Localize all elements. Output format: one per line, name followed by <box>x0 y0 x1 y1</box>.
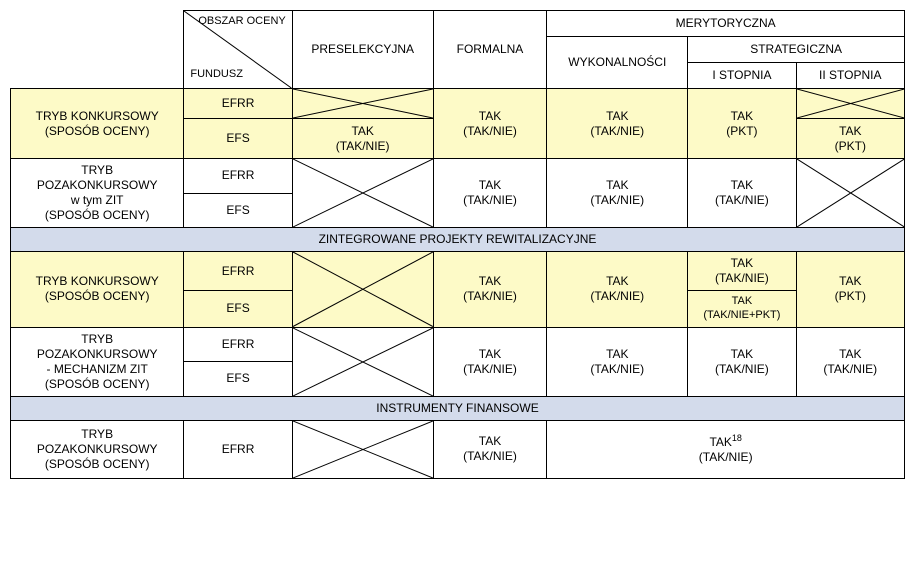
cell-cross <box>292 89 433 119</box>
fund-efrr: EFRR <box>184 252 292 291</box>
rowlabel-pozakonkursowy-mech: TRYBPOZAKONKURSOWY- MECHANIZM ZIT(SPOSÓB… <box>11 327 184 396</box>
col-formalna: FORMALNA <box>433 11 547 89</box>
fund-efs: EFS <box>184 119 292 159</box>
fund-efs: EFS <box>184 193 292 228</box>
cell: TAK(TAK/NIE) <box>292 119 433 159</box>
fund-efrr: EFRR <box>184 89 292 119</box>
cell: TAK(TAK/NIE) <box>433 420 547 478</box>
cell-cross <box>796 89 904 119</box>
cell: TAK(TAK/NIE) <box>433 327 547 396</box>
cell: TAK(TAK/NIE) <box>547 327 688 396</box>
col-wykonalnosci: WYKONALNOŚCI <box>547 37 688 89</box>
section-zpr: ZINTEGROWANE PROJEKTY REWITALIZACYJNE <box>11 228 905 252</box>
cell: TAK(TAK/NIE) <box>433 252 547 328</box>
col-i-stopnia: I STOPNIA <box>688 63 796 89</box>
rowlabel-konkursowy-2: TRYB KONKURSOWY(SPOSÓB OCENY) <box>11 252 184 328</box>
fund-efrr: EFRR <box>184 327 292 362</box>
cell: TAK(TAK/NIE) <box>433 159 547 228</box>
section-if: INSTRUMENTY FINANSOWE <box>11 396 905 420</box>
cell: TAK(TAK/NIE) <box>547 89 688 159</box>
cell: TAK(TAK/NIE) <box>433 89 547 159</box>
fund-efs: EFS <box>184 362 292 397</box>
cell: TAK(TAK/NIE) <box>547 159 688 228</box>
cell: TAK(TAK/NIE) <box>688 159 796 228</box>
cell: TAK(PKT) <box>796 119 904 159</box>
rowlabel-pozakonkursowy: TRYBPOZAKONKURSOWY(SPOSÓB OCENY) <box>11 420 184 478</box>
fund-efrr: EFRR <box>184 420 292 478</box>
fund-efs: EFS <box>184 291 292 328</box>
header-corner-top: OBSZAR OCENY <box>198 15 285 29</box>
fund-efrr: EFRR <box>184 159 292 194</box>
cell: TAK(PKT) <box>796 252 904 328</box>
cell: TAK(TAK/NIE+PKT) <box>688 291 796 328</box>
cell: TAK(TAK/NIE) <box>796 327 904 396</box>
header-corner: OBSZAR OCENY FUNDUSZ <box>184 11 292 89</box>
col-strategiczna: STRATEGICZNA <box>688 37 905 63</box>
col-ii-stopnia: II STOPNIA <box>796 63 904 89</box>
assessment-matrix-table: OBSZAR OCENY FUNDUSZ PRESELEKCYJNA FORMA… <box>10 10 905 479</box>
rowlabel-pozakonkursowy-zit: TRYBPOZAKONKURSOWYw tym ZIT(SPOSÓB OCENY… <box>11 159 184 228</box>
cell: TAK(TAK/NIE) <box>547 252 688 328</box>
cell: TAK(TAK/NIE) <box>688 252 796 291</box>
col-preselekcyjna: PRESELEKCYJNA <box>292 11 433 89</box>
cell-cross <box>292 327 433 396</box>
cell: TAK(TAK/NIE) <box>688 327 796 396</box>
rowlabel-konkursowy-1: TRYB KONKURSOWY(SPOSÓB OCENY) <box>11 89 184 159</box>
header-corner-bottom: FUNDUSZ <box>190 68 243 82</box>
cell-cross <box>292 252 433 328</box>
cell-cross <box>796 159 904 228</box>
cell: TAK(PKT) <box>688 89 796 159</box>
cell-cross <box>292 159 433 228</box>
col-merytoryczna: MERYTORYCZNA <box>547 11 905 37</box>
cell-cross <box>292 420 433 478</box>
cell-tak18: TAK18(TAK/NIE) <box>547 420 905 478</box>
